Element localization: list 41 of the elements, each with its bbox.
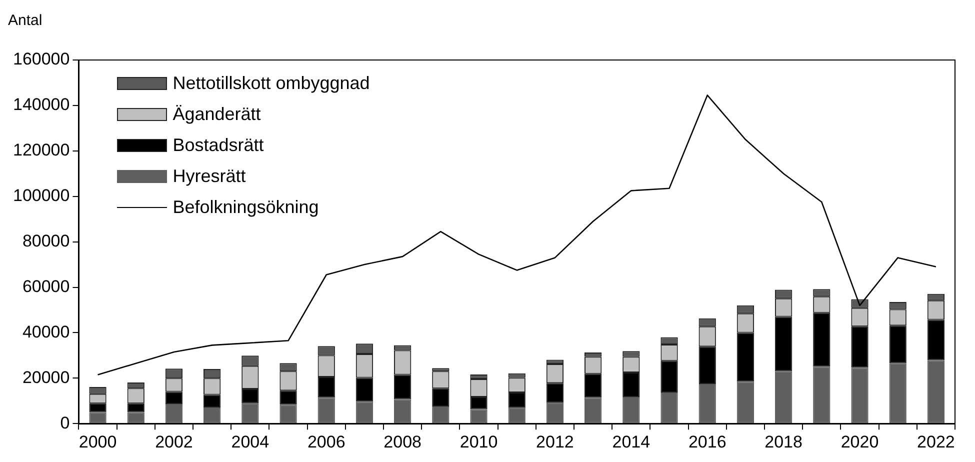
- x-tick-label: 2002: [155, 432, 193, 452]
- bar: [736, 382, 754, 424]
- bar: [889, 363, 906, 424]
- legend-label: Bostadsrätt: [172, 135, 264, 156]
- bar: [622, 397, 640, 424]
- legend-label: Äganderätt: [172, 104, 261, 125]
- y-axis-title: Antal: [8, 12, 42, 29]
- x-tick-label: 2022: [917, 432, 955, 452]
- bar: [698, 384, 716, 424]
- x-tick-label: 2018: [764, 432, 802, 452]
- y-tick-label: 160000: [12, 50, 70, 69]
- legend-label: Hyresrätt: [172, 166, 246, 187]
- x-tick-label: 2010: [460, 432, 498, 452]
- y-tick-label: 140000: [12, 95, 70, 114]
- x-tick-label: 2016: [688, 432, 726, 452]
- y-tick-label: 100000: [12, 186, 70, 206]
- bar: [394, 399, 412, 424]
- bar: [851, 368, 868, 424]
- x-tick-label: 2014: [612, 432, 650, 452]
- x-tick-label: 2012: [536, 432, 574, 452]
- y-tick-label: 0: [60, 413, 70, 432]
- y-tick-label: 40000: [22, 322, 70, 342]
- x-tick-label: 2020: [840, 432, 879, 452]
- x-tick-label: 2000: [78, 432, 117, 452]
- x-tick-label: 2006: [307, 432, 346, 452]
- bar: [584, 398, 602, 424]
- x-tick-label: 2004: [231, 432, 270, 452]
- y-tick-label: 80000: [22, 231, 70, 250]
- bar: [774, 371, 792, 424]
- bar: [813, 366, 830, 424]
- legend-label: Nettotillskott ombyggnad: [172, 73, 370, 94]
- bar: [546, 402, 564, 424]
- x-tick-label: 2008: [384, 432, 422, 452]
- bar: [356, 402, 374, 424]
- y-tick-label: 60000: [22, 276, 70, 296]
- y-tick-label: 120000: [12, 140, 70, 160]
- bar: [927, 360, 945, 424]
- legend-label: Befolkningsökning: [172, 197, 319, 218]
- bar: [660, 392, 678, 424]
- bar: [318, 398, 335, 424]
- y-tick-label: 20000: [22, 368, 70, 387]
